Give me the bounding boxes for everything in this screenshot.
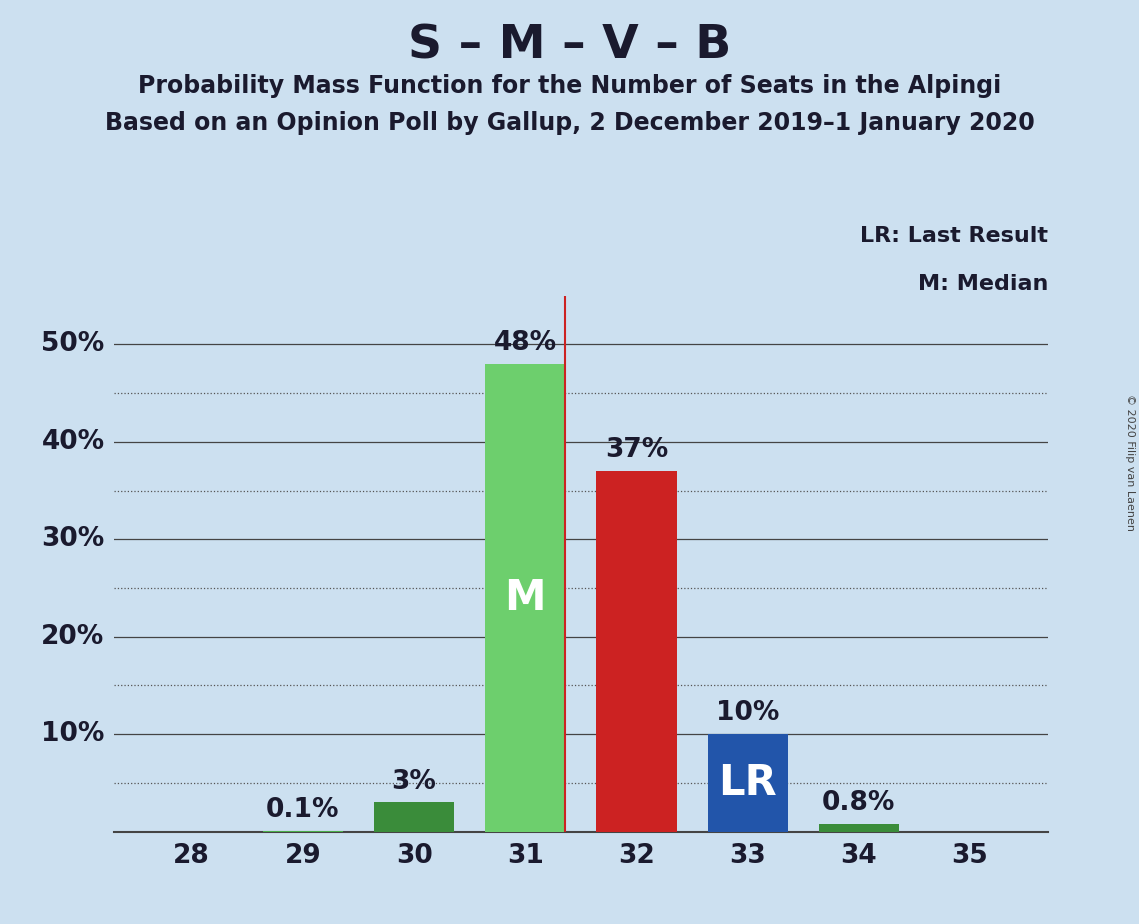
Text: 20%: 20%: [41, 624, 105, 650]
Text: 10%: 10%: [716, 700, 779, 726]
Bar: [819, 824, 899, 832]
Text: 0.8%: 0.8%: [822, 790, 895, 816]
Bar: [597, 471, 677, 832]
Text: LR: LR: [719, 762, 777, 804]
Text: Probability Mass Function for the Number of Seats in the Alpingi: Probability Mass Function for the Number…: [138, 74, 1001, 98]
Text: 0.1%: 0.1%: [267, 796, 339, 823]
Bar: [485, 364, 565, 832]
Text: 40%: 40%: [41, 429, 105, 455]
Bar: [707, 735, 788, 832]
Bar: [263, 831, 343, 832]
Text: 50%: 50%: [41, 332, 105, 358]
Text: 3%: 3%: [392, 769, 436, 795]
Text: S – M – V – B: S – M – V – B: [408, 23, 731, 68]
Text: 48%: 48%: [493, 330, 557, 356]
Text: M: M: [505, 577, 546, 619]
Text: 37%: 37%: [605, 437, 669, 463]
Text: Based on an Opinion Poll by Gallup, 2 December 2019–1 January 2020: Based on an Opinion Poll by Gallup, 2 De…: [105, 111, 1034, 135]
Text: © 2020 Filip van Laenen: © 2020 Filip van Laenen: [1125, 394, 1134, 530]
Text: 10%: 10%: [41, 721, 105, 748]
Bar: [374, 802, 454, 832]
Text: 30%: 30%: [41, 527, 105, 553]
Text: LR: Last Result: LR: Last Result: [860, 226, 1048, 246]
Text: M: Median: M: Median: [918, 274, 1048, 294]
